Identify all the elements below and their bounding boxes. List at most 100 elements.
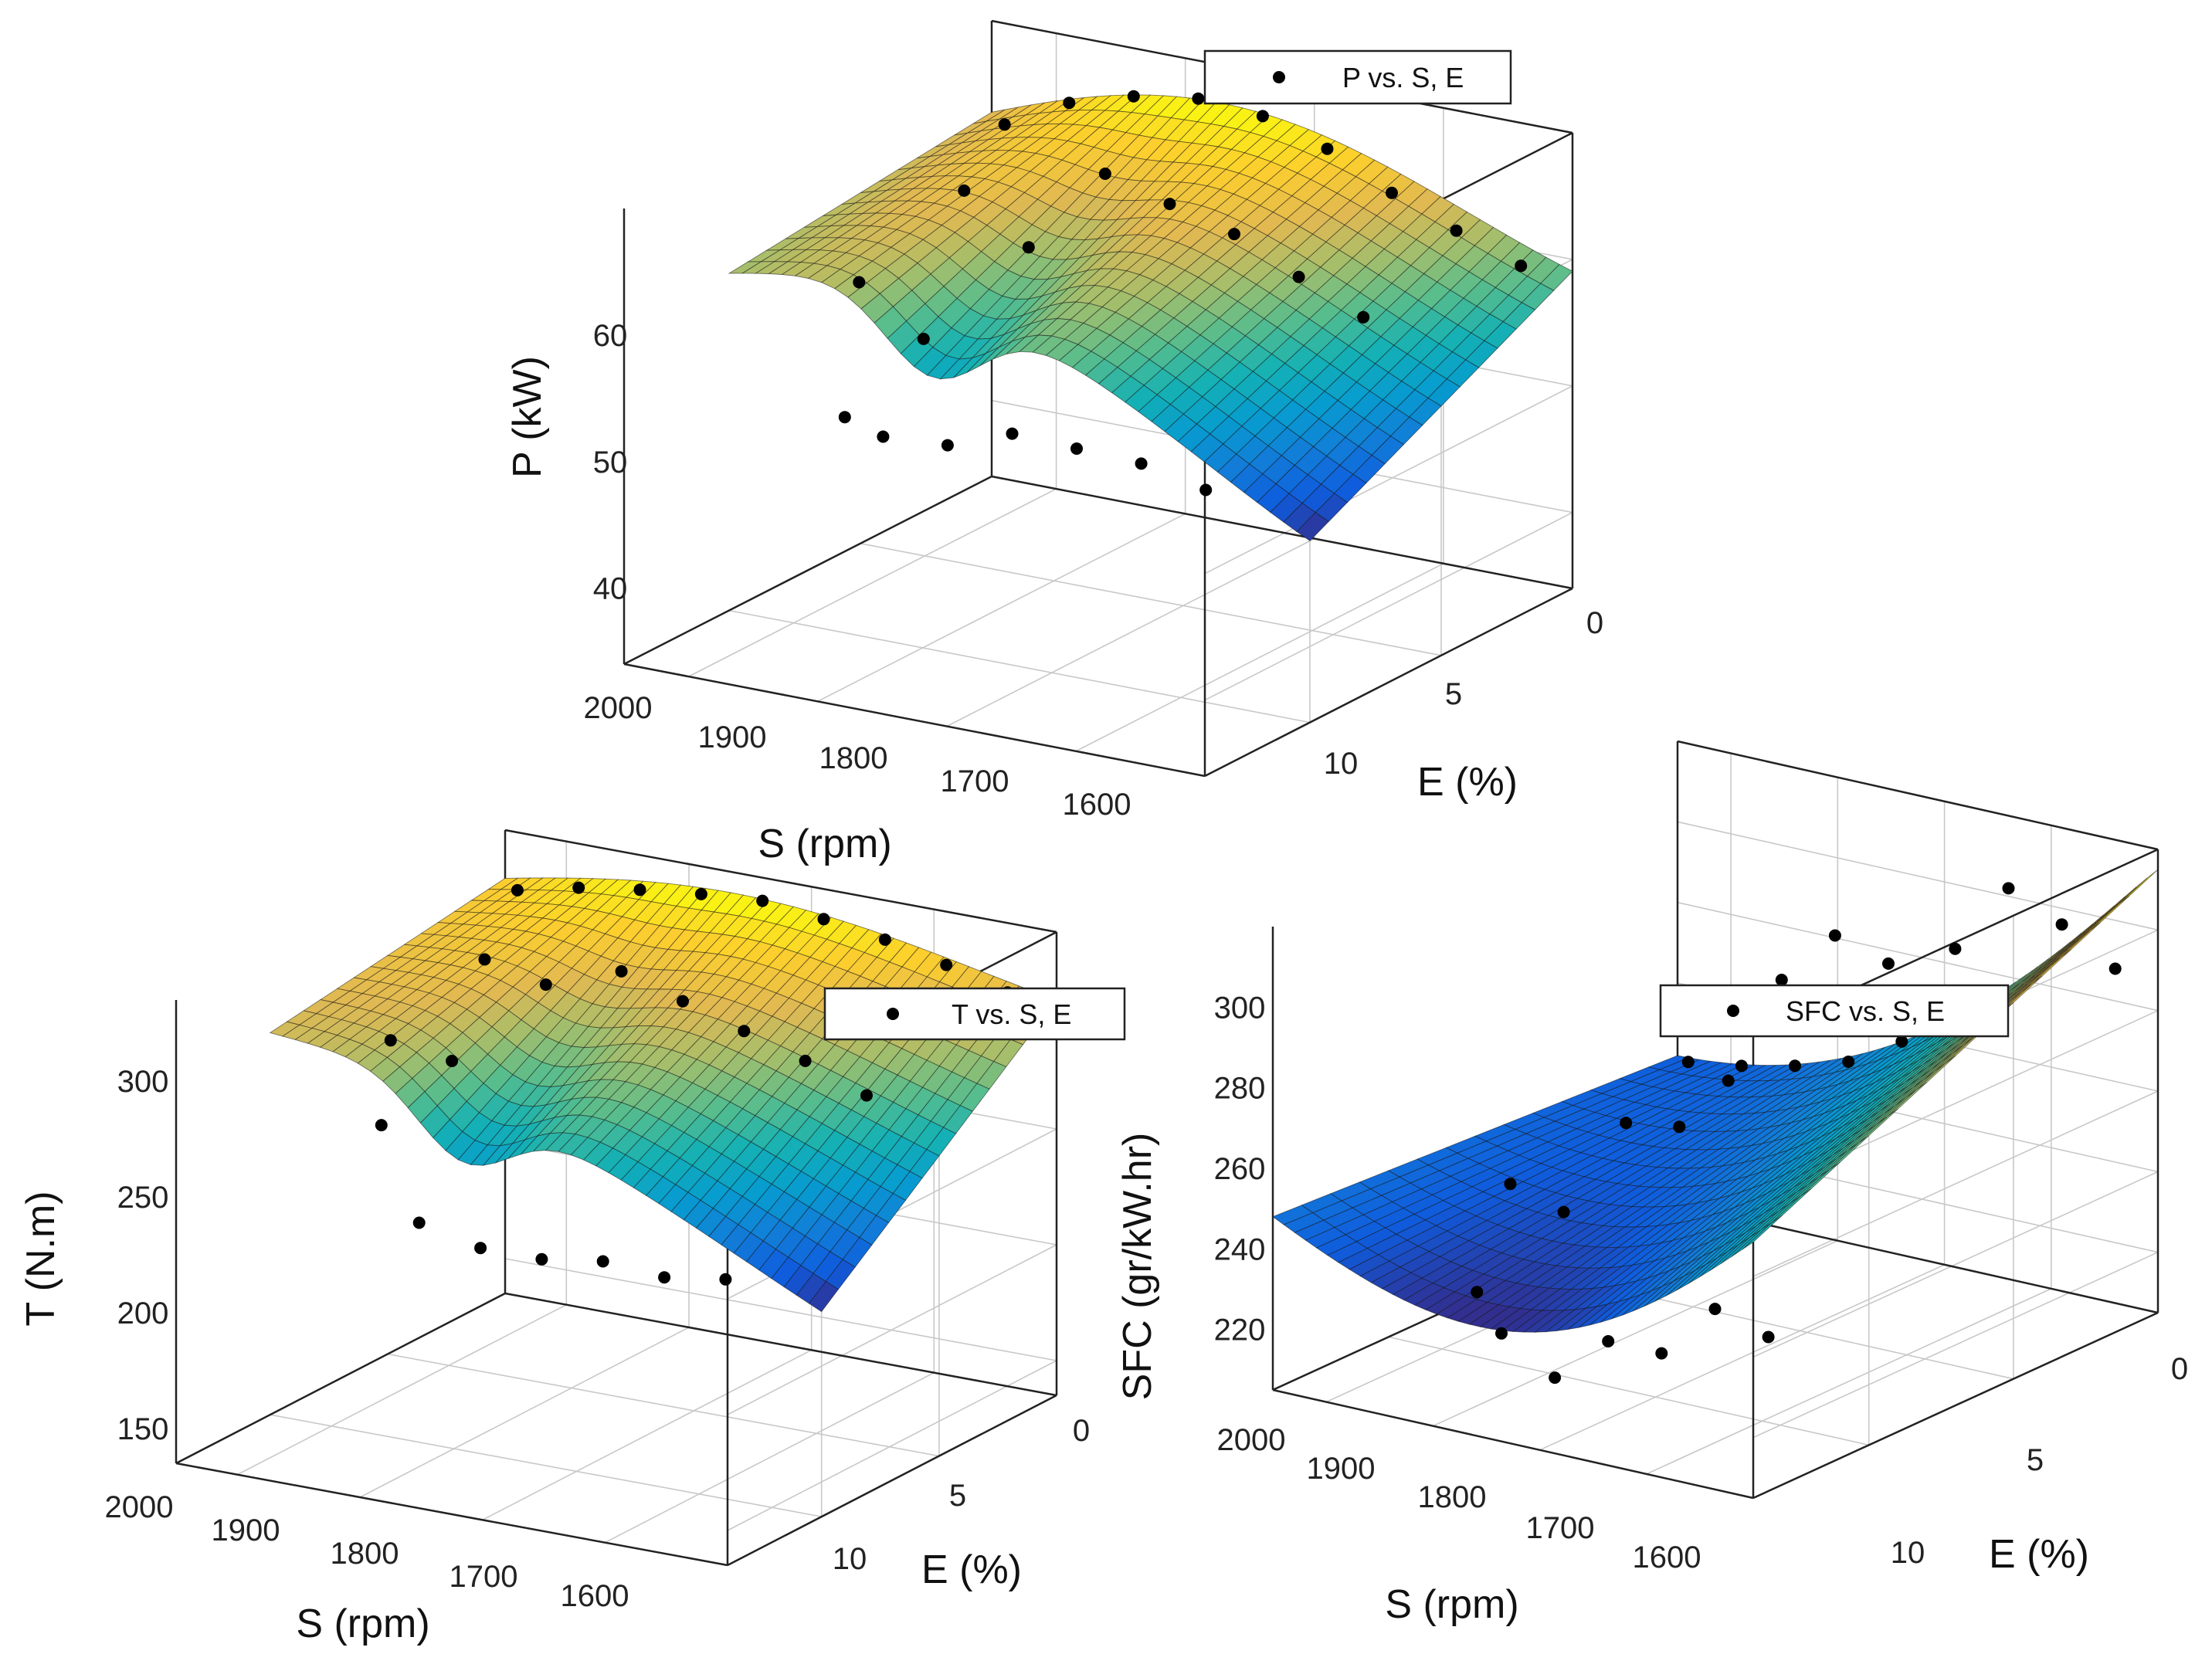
surface-mesh bbox=[1272, 869, 2159, 1333]
wall-grid-line bbox=[1752, 1090, 2159, 1277]
e-tick-label: 5 bbox=[1445, 677, 1462, 711]
data-point bbox=[596, 1255, 609, 1268]
e-tick-label: 5 bbox=[949, 1479, 966, 1513]
data-point bbox=[1789, 1059, 1801, 1073]
data-point bbox=[1098, 168, 1111, 180]
floor-grid-line bbox=[1075, 563, 1444, 752]
data-point bbox=[572, 881, 585, 894]
surface-facet bbox=[269, 1021, 300, 1037]
floor-grid-line bbox=[1432, 1239, 1838, 1427]
z-tick-label: 40 bbox=[593, 572, 628, 606]
floor-grid-line bbox=[387, 1353, 940, 1457]
data-point bbox=[1895, 1035, 1908, 1048]
s-tick-label: 2000 bbox=[584, 691, 653, 725]
data-point bbox=[719, 1273, 732, 1286]
data-point bbox=[878, 933, 891, 946]
data-points bbox=[1471, 882, 2122, 1385]
data-point bbox=[1673, 1120, 1686, 1134]
e-tick-label: 5 bbox=[2027, 1443, 2044, 1477]
data-point bbox=[412, 1216, 426, 1229]
s-tick-label: 1900 bbox=[1307, 1452, 1376, 1486]
legend-label: T vs. S, E bbox=[952, 998, 1071, 1030]
floor-grid-line bbox=[270, 1414, 822, 1517]
s-axis-label: S (rpm) bbox=[758, 822, 891, 866]
legend-marker bbox=[1727, 1005, 1739, 1017]
data-point bbox=[817, 913, 830, 926]
axis-edge bbox=[1272, 1388, 1754, 1500]
data-point bbox=[1828, 929, 1841, 942]
s-tick-label: 1600 bbox=[561, 1579, 629, 1613]
floor-grid-line bbox=[688, 488, 1057, 677]
floor-grid-line bbox=[1388, 1336, 1869, 1446]
s-tick-label: 1900 bbox=[212, 1513, 280, 1547]
data-point bbox=[941, 439, 954, 452]
data-point bbox=[1762, 1330, 1775, 1344]
floor-grid-line bbox=[946, 537, 1315, 727]
surface-mesh bbox=[728, 94, 1573, 541]
floor-grid-line bbox=[359, 1327, 690, 1498]
z-axis-label: T (N.m) bbox=[19, 1191, 63, 1326]
data-point bbox=[1450, 224, 1463, 237]
axis-edge bbox=[1204, 587, 1573, 778]
axis-edge bbox=[991, 475, 1573, 590]
axis-edge bbox=[623, 475, 992, 666]
data-point bbox=[1495, 1327, 1508, 1340]
data-point bbox=[1006, 427, 1019, 440]
s-tick-label: 1600 bbox=[1063, 788, 1131, 822]
data-point bbox=[756, 894, 769, 907]
data-point bbox=[1228, 228, 1240, 241]
data-point bbox=[1471, 1286, 1484, 1299]
floor-grid-line bbox=[604, 1371, 935, 1544]
tick-labels: 2000 1900 1800 1700 1600 0 5 10 150 200 250 300 bbox=[105, 1065, 1091, 1613]
legend-box: T vs. S, E bbox=[823, 987, 1126, 1041]
data-point bbox=[1163, 198, 1176, 211]
data-points bbox=[375, 881, 1014, 1286]
panel-sfc: 200019001800170016000510220240260280300 … bbox=[1115, 740, 2189, 1627]
z-tick-label: 150 bbox=[117, 1412, 169, 1446]
axis-edge bbox=[504, 829, 1057, 934]
data-point bbox=[877, 430, 890, 443]
data-point bbox=[1256, 110, 1269, 123]
z-axis-label: SFC (gr/kW.hr) bbox=[1115, 1133, 1160, 1401]
axis-edge bbox=[727, 1394, 1057, 1567]
tick-labels: 2000 1900 1800 1700 1600 0 5 10 40 50 60 bbox=[584, 319, 1604, 822]
axis-edge bbox=[1752, 1311, 2159, 1500]
floor-grid-line bbox=[817, 513, 1186, 703]
data-point bbox=[677, 995, 689, 1008]
data-points bbox=[838, 90, 1528, 497]
s-tick-label: 1800 bbox=[1418, 1480, 1487, 1514]
data-point bbox=[1949, 942, 1962, 955]
wall-grid-line bbox=[504, 1258, 1057, 1361]
s-tick-label: 1700 bbox=[450, 1560, 518, 1594]
data-point bbox=[917, 332, 930, 345]
wall-grid-line bbox=[727, 1360, 1057, 1531]
data-point bbox=[1620, 1117, 1633, 1130]
floor-grid-line bbox=[482, 1349, 813, 1521]
floor-grid-line bbox=[1646, 1288, 2052, 1475]
data-point bbox=[738, 1025, 751, 1038]
data-point bbox=[633, 883, 646, 897]
e-axis-label: E (%) bbox=[1417, 760, 1518, 805]
data-point bbox=[1321, 142, 1334, 155]
s-tick-label: 2000 bbox=[1217, 1423, 1286, 1457]
z-tick-label: 50 bbox=[593, 446, 628, 480]
floor-grid-line bbox=[728, 609, 1311, 724]
s-tick-label: 1600 bbox=[1633, 1541, 1701, 1574]
legend-marker bbox=[887, 1008, 899, 1020]
data-point bbox=[375, 1119, 388, 1132]
data-point bbox=[1063, 97, 1076, 110]
tick-labels: 2000 1900 1800 1700 1600 0 5 10 220 240 260 280 300 bbox=[1214, 991, 2189, 1574]
legend-box: SFC vs. S, E bbox=[1659, 984, 2010, 1038]
surface-facet bbox=[1272, 1205, 1314, 1225]
data-point bbox=[940, 958, 953, 971]
data-point bbox=[1022, 241, 1035, 254]
axis-edge bbox=[623, 663, 1206, 778]
data-point bbox=[1192, 92, 1205, 105]
data-point bbox=[1515, 259, 1528, 273]
data-point bbox=[1655, 1347, 1668, 1360]
data-point bbox=[2002, 882, 2015, 895]
data-point bbox=[838, 411, 851, 424]
data-point bbox=[511, 883, 524, 897]
z-tick-label: 300 bbox=[117, 1065, 169, 1099]
